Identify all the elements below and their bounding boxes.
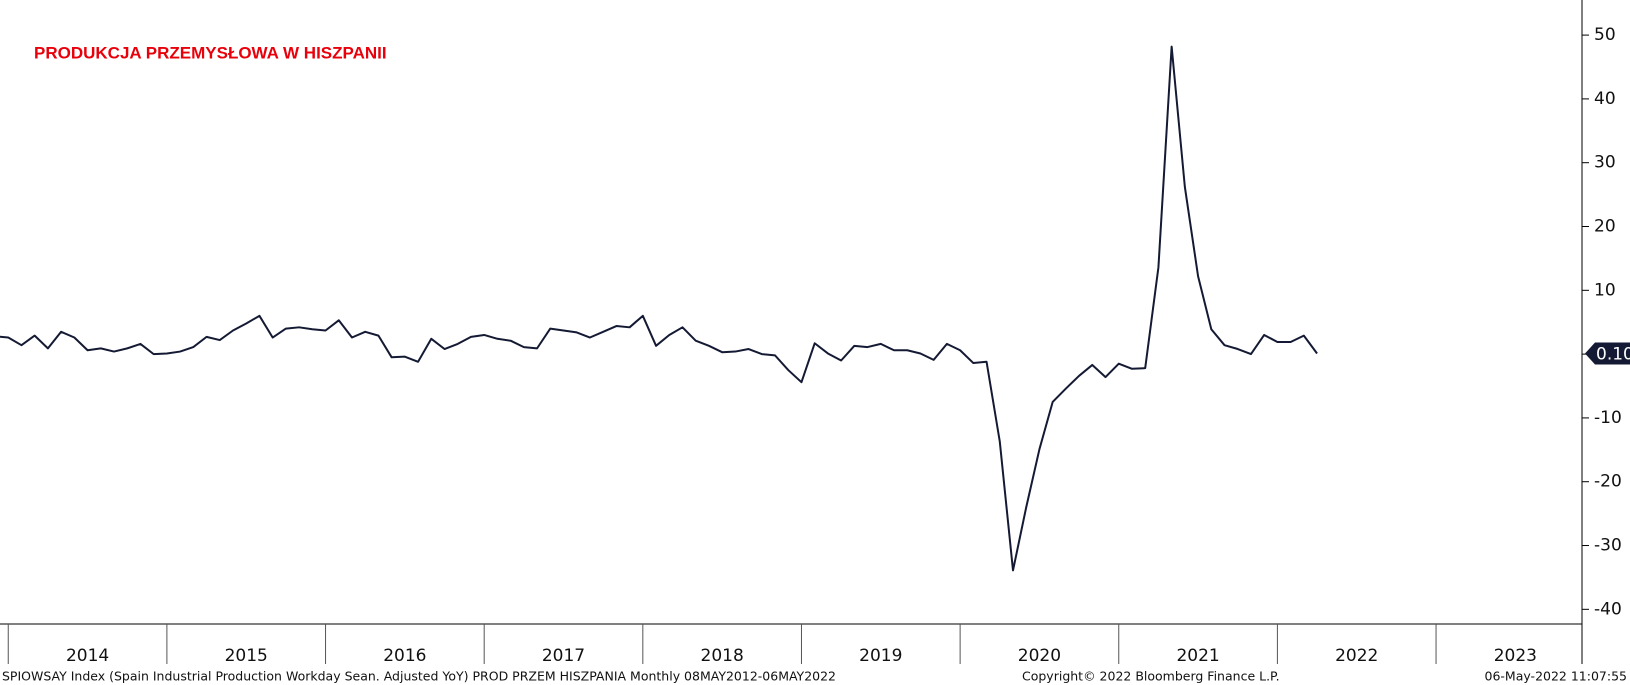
x-tick-label: 2022 <box>1335 646 1378 666</box>
x-tick-label: 2018 <box>701 646 744 666</box>
y-tick-label: 40 <box>1594 89 1616 109</box>
y-tick-label: -20 <box>1594 472 1622 492</box>
x-tick-label: 2021 <box>1176 646 1219 666</box>
y-tick-label: -30 <box>1594 536 1622 556</box>
chart-title: PRODUKCJA PRZEMYSŁOWA W HISZPANII <box>34 43 387 62</box>
x-tick-label: 2014 <box>66 646 109 666</box>
x-tick-label: 2019 <box>859 646 902 666</box>
x-tick-label: 2015 <box>225 646 268 666</box>
x-tick-label: 2017 <box>542 646 585 666</box>
y-tick-label: 50 <box>1594 25 1616 45</box>
y-tick-label: 30 <box>1594 153 1616 173</box>
data-line <box>0 45 1318 572</box>
value-tag <box>1585 342 1630 365</box>
x-tick-label: 2016 <box>383 646 426 666</box>
x-tick-label: 2020 <box>1018 646 1061 666</box>
y-tick-label: -10 <box>1594 408 1622 428</box>
y-tick-label: -40 <box>1594 599 1622 619</box>
footer-source: SPIOWSAY Index (Spain Industrial Product… <box>2 669 836 684</box>
footer-copyright: Copyright© 2022 Bloomberg Finance L.P. <box>1022 669 1280 684</box>
x-tick-label: 2023 <box>1494 646 1537 666</box>
footer-timestamp: 06-May-2022 11:07:55 <box>1485 669 1627 684</box>
y-tick-label: 10 <box>1594 280 1616 300</box>
value-label: 0.10 <box>1596 344 1630 364</box>
y-tick-label: 20 <box>1594 217 1616 237</box>
